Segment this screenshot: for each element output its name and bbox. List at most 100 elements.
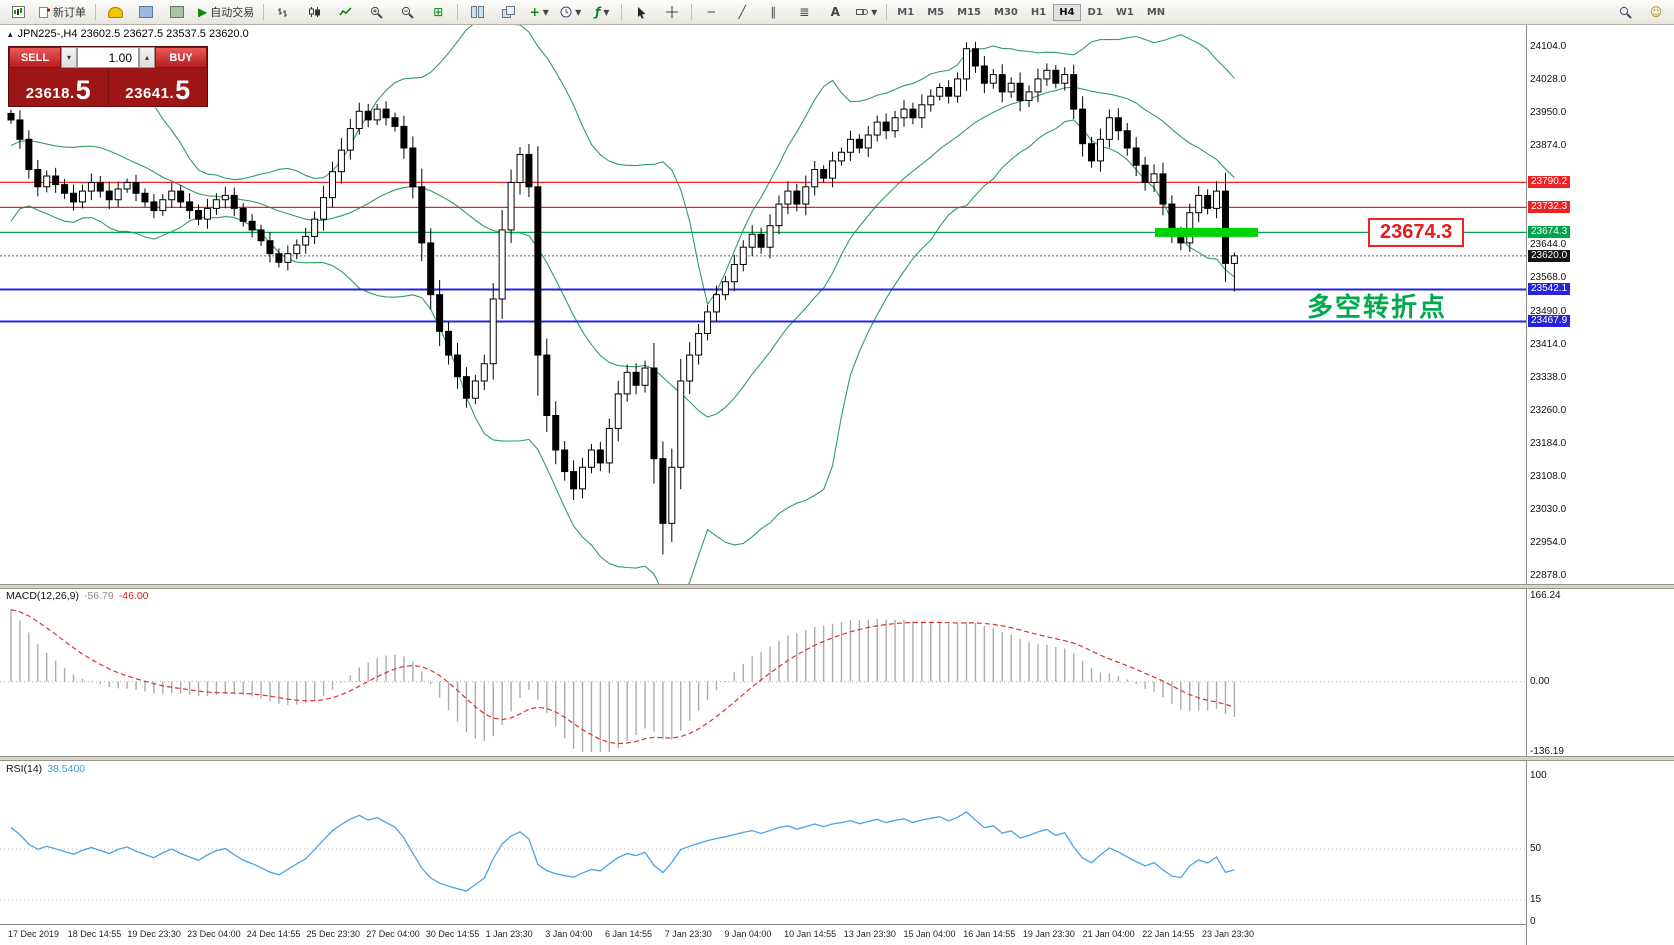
candle-body (1141, 164, 1149, 183)
autotrading-button[interactable]: ▶ 自动交易 (193, 1, 259, 23)
indicators-fx-icon: ƒ (595, 5, 601, 19)
candle-body (436, 294, 444, 332)
tab-timeframe-w1[interactable]: W1 (1115, 6, 1134, 18)
sell-price-small: 23618. (25, 85, 75, 102)
horizontal-line-tool-button[interactable]: ─ (696, 1, 726, 23)
price-axis-label: 24028.0 (1530, 73, 1567, 85)
expert-advisors-button[interactable] (100, 1, 130, 23)
indicators-button[interactable]: ƒ ▾ (587, 1, 617, 23)
navigator-button[interactable] (162, 1, 192, 23)
candle-body (927, 95, 935, 106)
channel-tool-button[interactable]: ∥ (758, 1, 788, 23)
chart-expand-icon[interactable]: ▴ (8, 28, 13, 39)
zoom-out-button[interactable] (392, 1, 422, 23)
candle-body (811, 169, 819, 188)
candlestick-chart-button[interactable] (299, 1, 329, 23)
main-toolbar: 新订单 ▶ 自动交易 ⊞ (0, 0, 1674, 25)
chart-window-icon[interactable] (3, 1, 33, 23)
volume-increase-button[interactable]: ▴ (139, 47, 155, 68)
rsi-axis-label: 15 (1530, 894, 1542, 906)
chevron-down-icon: ▾ (603, 5, 610, 19)
volume-input[interactable]: 1.00 (77, 47, 139, 68)
tab-timeframe-m5[interactable]: M5 (927, 6, 945, 18)
time-axis[interactable]: 17 Dec 2019 18 Dec 14:55 19 Dec 23:30 23 De… (0, 924, 1526, 945)
candle-body (1114, 117, 1122, 132)
grid-icon: ⊞ (433, 5, 444, 19)
cascade-windows-button[interactable] (493, 1, 523, 23)
candle-body (829, 160, 837, 179)
candle-body (266, 240, 274, 255)
tab-timeframe-m1[interactable]: M1 (897, 6, 915, 18)
trendline-tool-button[interactable]: ╱ (727, 1, 757, 23)
support-highlight-bar[interactable] (1155, 227, 1258, 237)
navigator-icon (170, 6, 184, 18)
candle-body (177, 190, 185, 203)
crosshair-icon (666, 6, 679, 18)
sell-button[interactable]: SELL (9, 47, 61, 68)
shapes-tool-button[interactable]: ▾ (851, 1, 882, 23)
time-axis-label: 27 Dec 04:00 (366, 929, 420, 939)
search-button[interactable] (1610, 1, 1640, 23)
time-axis-label: 1 Jan 23:30 (485, 929, 533, 939)
candle-body (775, 203, 783, 227)
sell-price: 23618. 5 (9, 68, 109, 106)
crosshair-button[interactable] (657, 1, 687, 23)
buy-price: 23641. 5 (109, 68, 208, 106)
text-tool-button[interactable]: A (820, 1, 850, 23)
candle-body (454, 354, 461, 378)
panel-separator[interactable] (0, 756, 1674, 761)
candle-body (686, 354, 694, 382)
expert-helmet-icon (107, 6, 123, 18)
candle-body (864, 134, 872, 149)
grid-button[interactable]: ⊞ (423, 1, 453, 23)
candle-body (1034, 78, 1042, 93)
chevron-down-icon: ▾ (871, 5, 878, 19)
panel-separator[interactable] (0, 584, 1674, 589)
tab-timeframe-h4[interactable]: H4 (1053, 3, 1081, 21)
symbol-ohlc-text: JPN225-,H4 23602.5 23627.5 23537.5 23620… (17, 28, 249, 40)
candle-body (739, 246, 747, 265)
tab-timeframe-d1[interactable]: D1 (1087, 6, 1103, 18)
zoom-in-button[interactable] (361, 1, 391, 23)
new-chart-button[interactable]: + ▾ (524, 1, 554, 23)
candle-body (150, 201, 158, 212)
candle-body (1070, 74, 1078, 110)
feedback-button[interactable]: ☺ (1641, 1, 1671, 23)
periods-button[interactable]: ▾ (555, 1, 586, 23)
data-window-button[interactable] (131, 1, 161, 23)
candle-body (382, 108, 390, 119)
candle-body (34, 169, 42, 188)
candle-body (400, 125, 408, 149)
price-level-callout[interactable]: 23674.3 (1368, 218, 1465, 247)
tile-windows-button[interactable] (462, 1, 492, 23)
bar-chart-icon (278, 8, 288, 17)
time-axis-label: 22 Jan 14:55 (1142, 929, 1195, 939)
tab-timeframe-m15[interactable]: M15 (957, 6, 982, 18)
line-chart-button[interactable] (330, 1, 360, 23)
price-axis[interactable]: 24104.0 24028.0 23950.0 23874.0 23790.2 23732… (1526, 24, 1674, 945)
cursor-button[interactable] (626, 1, 656, 23)
candle-body (543, 354, 551, 416)
bar-chart-button[interactable] (268, 1, 298, 23)
buy-button[interactable]: BUY (155, 47, 207, 68)
toolbar-separator (691, 4, 693, 20)
tab-timeframe-m30[interactable]: M30 (994, 6, 1018, 18)
candle-body (480, 363, 488, 382)
candle-body (909, 108, 917, 119)
zoom-out-icon (401, 6, 414, 19)
volume-decrease-button[interactable]: ▾ (61, 47, 77, 68)
tab-timeframe-mn[interactable]: MN (1146, 6, 1166, 18)
candle-body (168, 190, 176, 201)
chevron-up-icon: ▴ (144, 53, 149, 62)
chevron-down-icon: ▾ (575, 5, 582, 19)
rsi-axis-label: 50 (1530, 843, 1542, 854)
new-order-button[interactable]: 新订单 (34, 1, 91, 23)
tab-timeframe-h1[interactable]: H1 (1030, 6, 1047, 18)
candle-body (855, 138, 863, 149)
price-axis-label: 23414.0 (1530, 338, 1567, 350)
time-axis-label: 30 Dec 14:55 (425, 929, 480, 939)
candle-body (230, 194, 238, 209)
time-axis-label: 15 Jan 04:00 (903, 929, 956, 939)
fibonacci-tool-button[interactable]: ≣ (789, 1, 819, 23)
